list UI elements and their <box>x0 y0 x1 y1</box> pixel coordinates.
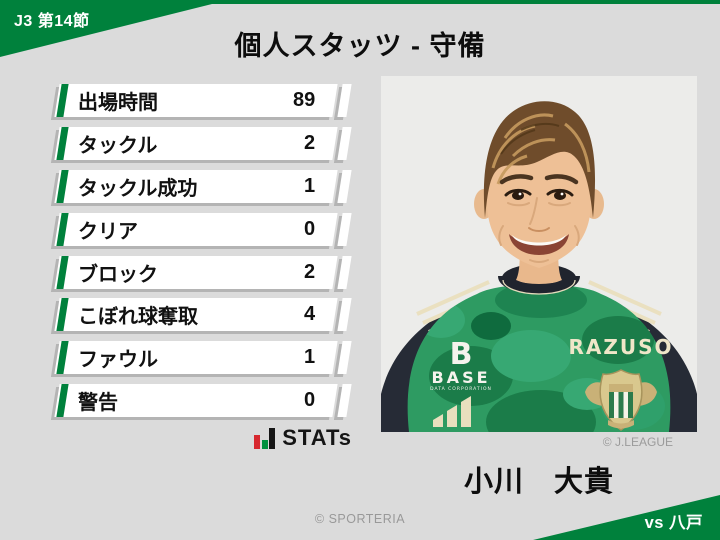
stats-list: 出場時間 89 タックル 2 タックル成功 1 クリア 0 ブロック <box>54 84 353 418</box>
stat-bar-slash <box>337 126 352 160</box>
stat-row: こぼれ球奪取 4 <box>54 298 353 332</box>
stat-value: 1 <box>303 346 315 369</box>
bar-green <box>261 440 268 449</box>
base-sponsor-logo: B BASE DATA CORPORATION <box>430 337 492 392</box>
stat-row: ファウル 1 <box>54 341 353 375</box>
team-crest <box>585 369 657 431</box>
stat-bar-slash <box>337 169 352 203</box>
svg-text:B: B <box>450 337 473 372</box>
stat-label: ブロック <box>78 263 158 286</box>
stat-label: こぼれ球奪取 <box>78 306 198 329</box>
stat-label: タックル <box>78 134 158 157</box>
stat-accent-stripe <box>56 384 69 418</box>
stat-accent-stripe <box>56 84 69 117</box>
adidas-logo <box>433 396 471 427</box>
stat-bar-slash <box>337 255 352 289</box>
stats-brand: STATs <box>254 425 352 449</box>
stat-bar: タックル成功 1 <box>54 169 338 203</box>
stat-label: 警告 <box>78 392 118 415</box>
stat-label: 出場時間 <box>78 92 158 114</box>
stat-row: クリア 0 <box>54 212 353 246</box>
stat-bar: クリア 0 <box>54 212 338 246</box>
stat-bar: タックル 2 <box>54 126 338 160</box>
stat-row: タックル 2 <box>54 126 353 160</box>
stat-value: 2 <box>303 260 315 283</box>
stats-bar-chart-icon <box>254 427 276 449</box>
stat-bar: ブロック 2 <box>54 255 338 289</box>
svg-text:DATA CORPORATION: DATA CORPORATION <box>430 386 492 392</box>
stat-bar: こぼれ球奪取 4 <box>54 298 338 332</box>
bar-red <box>254 435 261 449</box>
player-name: 小川 大貴 <box>463 466 614 498</box>
stat-row: ブロック 2 <box>54 255 353 289</box>
player-face <box>474 101 604 268</box>
stat-value: 89 <box>292 89 315 111</box>
svg-text:BASE: BASE <box>431 368 490 387</box>
photo-credit: © J.LEAGUE <box>602 435 673 449</box>
stat-bar-slash <box>337 384 352 418</box>
player-photo: B BASE DATA CORPORATION RAZUSO <box>381 76 697 432</box>
stat-accent-stripe <box>56 341 69 375</box>
stat-row: 警告 0 <box>54 384 353 418</box>
stat-value: 1 <box>303 174 315 197</box>
razuso-sponsor-logo: RAZUSO <box>568 335 673 359</box>
match-label: J3 第14節 <box>14 13 90 30</box>
stats-brand-label: STATs <box>282 425 352 450</box>
stat-accent-stripe <box>56 212 69 246</box>
stat-bar-slash <box>337 298 352 332</box>
stat-accent-stripe <box>56 298 69 332</box>
stat-row: タックル成功 1 <box>54 169 353 203</box>
stat-value: 0 <box>303 217 315 240</box>
stat-bar: 警告 0 <box>54 384 338 418</box>
stat-bar-slash <box>337 341 352 375</box>
stat-accent-stripe <box>56 255 69 289</box>
stat-label: クリア <box>78 220 138 243</box>
stat-label: ファウル <box>78 349 158 372</box>
stat-value: 4 <box>303 303 315 326</box>
stat-bar-slash <box>337 212 352 246</box>
player-portrait-illustration: B BASE DATA CORPORATION RAZUSO <box>381 76 697 432</box>
stat-value: 2 <box>303 131 315 154</box>
stat-bar: 出場時間 89 <box>54 84 338 117</box>
bar-black <box>269 428 276 449</box>
stat-accent-stripe <box>56 169 69 203</box>
stat-bar-slash <box>337 84 352 117</box>
site-credit: © SPORTERIA <box>314 512 406 526</box>
stat-value: 0 <box>303 389 315 412</box>
page-title: 個人スタッツ - 守備 <box>234 31 486 61</box>
stat-accent-stripe <box>56 126 69 160</box>
opponent-label: vs 八戸 <box>644 514 703 532</box>
stat-label: タックル成功 <box>78 177 198 200</box>
stat-row: 出場時間 89 <box>54 84 353 117</box>
stat-bar: ファウル 1 <box>54 341 338 375</box>
